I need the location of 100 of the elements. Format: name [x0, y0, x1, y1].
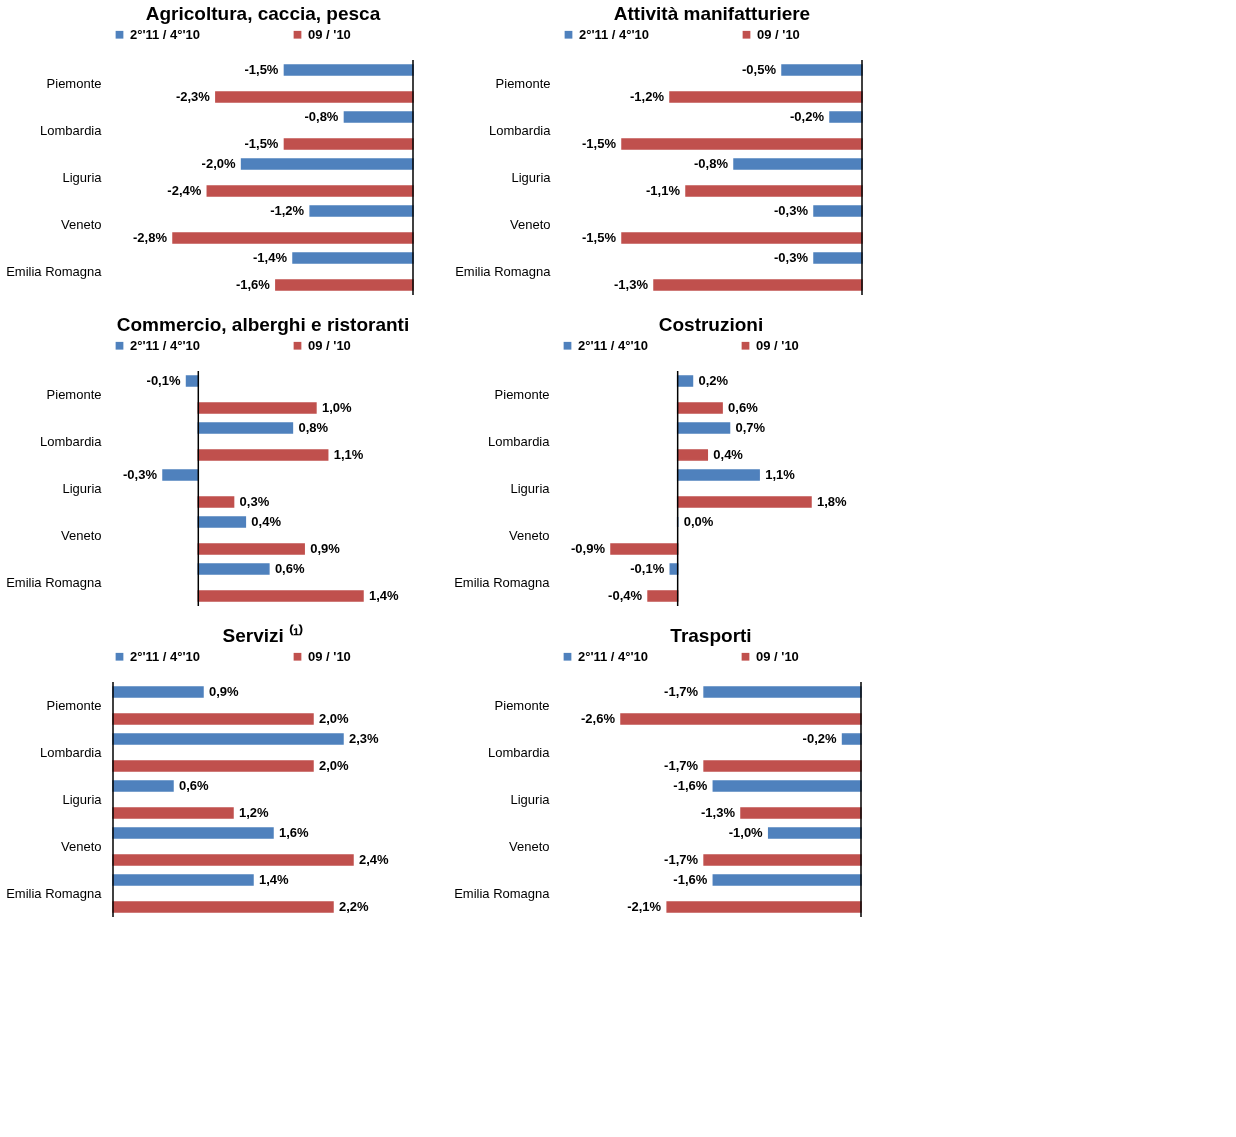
data-label: -1,3% [614, 276, 649, 292]
data-label: -0,4% [608, 587, 643, 603]
data-label: 0,6% [728, 399, 759, 415]
bar [197, 449, 329, 461]
data-label: 0,8% [298, 420, 329, 436]
y-tick-label: Lombardia [40, 744, 103, 760]
legend-label: 09 / '10 [308, 337, 351, 353]
data-label: -0,8% [304, 109, 339, 125]
data-label: 0,4% [251, 514, 282, 530]
data-label: -0,1% [630, 561, 665, 577]
data-label: -0,2% [790, 109, 825, 125]
y-tick-label: Veneto [61, 216, 102, 232]
y-tick-label: Liguria [62, 169, 103, 185]
data-label: -1,5% [244, 62, 279, 78]
bar [112, 686, 204, 698]
data-label: 1,2% [239, 804, 270, 820]
data-label: -1,0% [728, 825, 764, 841]
data-label: -2,6% [581, 710, 616, 726]
bar [112, 760, 314, 772]
data-label: 2,2% [339, 898, 370, 914]
data-label: -1,5% [582, 135, 617, 151]
data-label: -1,1% [646, 182, 681, 198]
bar [197, 402, 317, 414]
bar [610, 543, 679, 555]
y-tick-label: Lombardia [40, 433, 103, 449]
bar [676, 469, 760, 481]
bar [197, 496, 235, 508]
y-tick-label: Emilia Romagna [6, 885, 103, 901]
bar [112, 827, 274, 839]
chart-title: Trasporti [670, 625, 752, 646]
y-tick-label: Veneto [510, 216, 551, 232]
data-label: 1,6% [279, 825, 310, 841]
data-label: -2,3% [175, 88, 211, 104]
data-label: -1,6% [673, 872, 708, 888]
bar [676, 449, 709, 461]
legend-label: 2°'11 / 4°'10 [578, 648, 649, 664]
y-tick-label: Veneto [509, 838, 550, 854]
y-tick-label: Liguria [510, 791, 551, 807]
data-label: 2,0% [319, 710, 350, 726]
data-label: -1,3% [701, 804, 736, 820]
bar [676, 496, 812, 508]
data-label: -0,2% [802, 731, 837, 747]
legend-label: 2°'11 / 4°'10 [130, 648, 201, 664]
y-tick-label: Liguria [511, 169, 552, 185]
y-tick-label: Lombardia [40, 122, 103, 138]
chart-title: Commercio, alberghi e ristoranti [116, 314, 410, 335]
data-label: 0,6% [179, 778, 210, 794]
y-tick-label: Piemonte [495, 75, 551, 91]
y-tick-label: Lombardia [488, 433, 551, 449]
bar [112, 780, 174, 792]
data-label: 1,1% [765, 467, 796, 483]
y-tick-label: Piemonte [494, 386, 550, 402]
y-tick-label: Emilia Romagna [454, 574, 551, 590]
data-label: -0,9% [571, 540, 606, 556]
y-tick-label: Piemonte [494, 697, 550, 713]
y-tick-label: Piemonte [46, 75, 102, 91]
data-label: -0,5% [742, 62, 777, 78]
data-label: 0,9% [310, 540, 341, 556]
data-label: -0,3% [123, 467, 158, 483]
data-label: -1,2% [270, 203, 305, 219]
data-label: -1,6% [235, 276, 271, 292]
data-label: 1,0% [321, 399, 353, 415]
data-label: 1,8% [817, 493, 848, 509]
data-label: 2,3% [349, 731, 380, 747]
bar [197, 422, 294, 434]
data-label: -2,4% [167, 182, 202, 198]
bar [112, 713, 314, 725]
data-label: -0,3% [774, 203, 809, 219]
bar [112, 807, 234, 819]
data-label: 2,0% [319, 757, 350, 773]
y-tick-label: Liguria [510, 480, 551, 496]
data-label: -0,8% [694, 156, 729, 172]
data-label: -1,4% [253, 250, 288, 266]
data-label: 0,9% [209, 684, 240, 700]
data-label: -2,1% [627, 898, 662, 914]
y-tick-label: Veneto [61, 838, 102, 854]
legend-label: 09 / '10 [756, 648, 799, 664]
data-label: -1,7% [664, 684, 699, 700]
y-tick-label: Lombardia [489, 122, 552, 138]
data-label: -2,0% [201, 156, 236, 172]
y-tick-label: Liguria [62, 791, 103, 807]
bar [197, 590, 364, 602]
legend-label: 09 / '10 [308, 26, 351, 42]
data-label: 0,7% [735, 420, 766, 436]
data-label: -1,5% [582, 229, 617, 245]
y-tick-label: Emilia Romagna [6, 263, 103, 279]
data-label: -1,2% [630, 88, 665, 104]
bar [112, 874, 254, 886]
bar [197, 516, 247, 528]
data-label: -0,3% [774, 250, 809, 266]
data-label: -1,7% [664, 757, 699, 773]
bar [112, 733, 344, 745]
legend-label: 2°'11 / 4°'10 [578, 337, 649, 353]
data-label: -2,8% [133, 229, 168, 245]
bar [185, 375, 200, 387]
legend-label: 2°'11 / 4°'10 [579, 26, 650, 42]
bar [676, 402, 723, 414]
y-tick-label: Piemonte [46, 386, 102, 402]
bar [197, 563, 270, 575]
y-tick-label: Emilia Romagna [6, 574, 103, 590]
